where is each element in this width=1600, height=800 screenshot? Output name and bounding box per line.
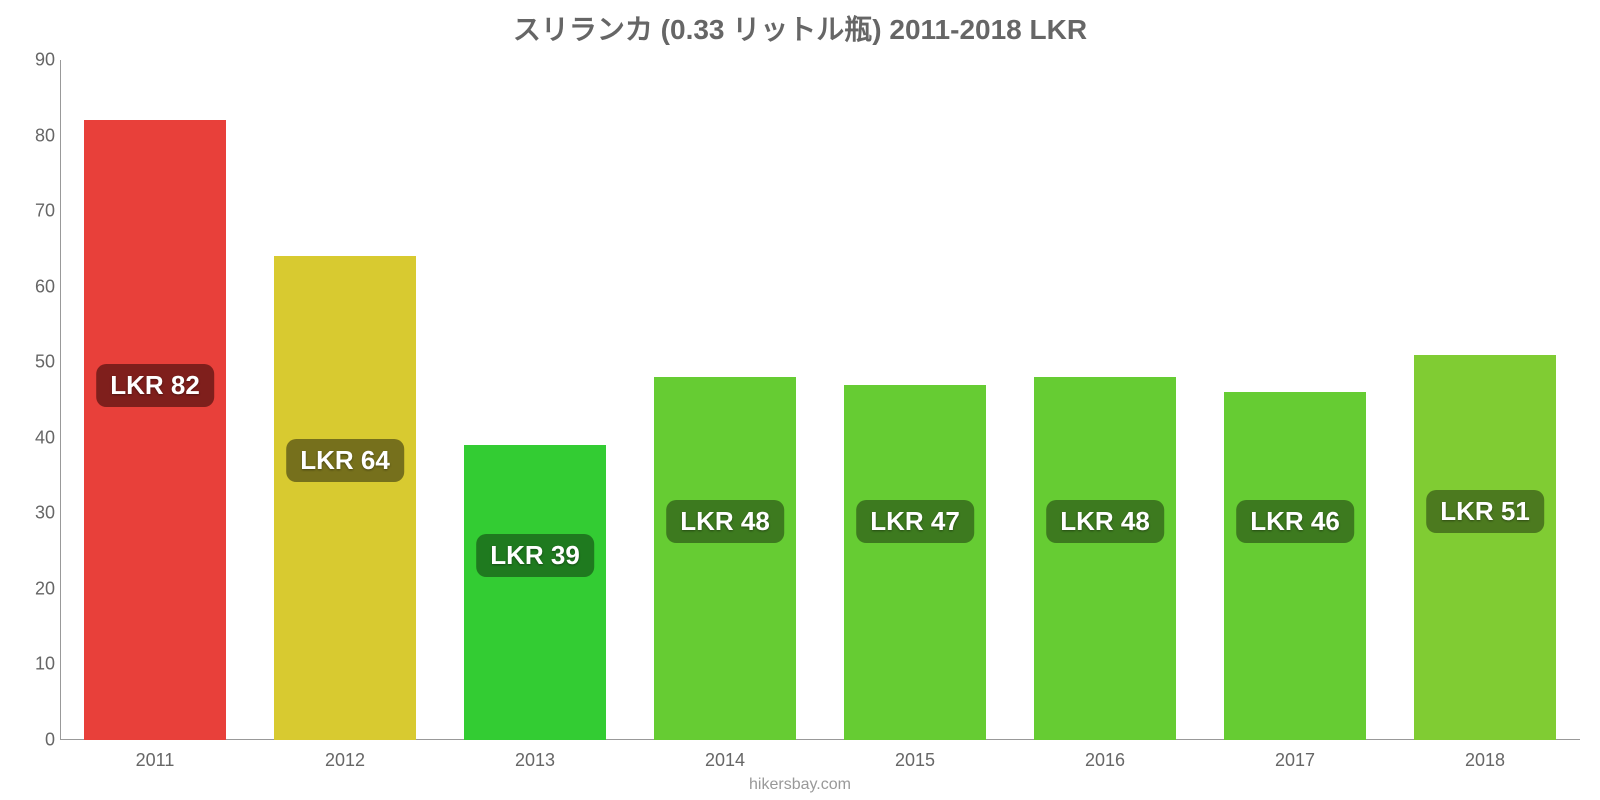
- y-axis-line: [60, 60, 61, 740]
- bar-value-label: LKR 47: [856, 500, 974, 543]
- y-tick-label: 90: [15, 50, 55, 71]
- bar: LKR 51: [1414, 355, 1557, 740]
- bar-value-label: LKR 48: [1046, 500, 1164, 543]
- price-chart: スリランカ (0.33 リットル瓶) 2011-2018 LKR 0102030…: [0, 0, 1600, 800]
- bar-value-label: LKR 48: [666, 500, 784, 543]
- bar: LKR 48: [654, 377, 797, 740]
- bar-value-label: LKR 82: [96, 364, 214, 407]
- x-tick-label: 2011: [136, 750, 175, 771]
- y-tick-label: 20: [15, 578, 55, 599]
- x-tick-label: 2017: [1275, 750, 1315, 771]
- x-tick-label: 2015: [895, 750, 935, 771]
- bar-value-label: LKR 64: [286, 439, 404, 482]
- bar-value-label: LKR 46: [1236, 500, 1354, 543]
- x-tick-label: 2014: [705, 750, 745, 771]
- bar: LKR 39: [464, 445, 607, 740]
- bar: LKR 46: [1224, 392, 1367, 740]
- bar: LKR 64: [274, 256, 417, 740]
- plot-area: 0102030405060708090LKR 822011LKR 642012L…: [60, 60, 1580, 740]
- bar: LKR 82: [84, 120, 227, 740]
- bar-value-label: LKR 51: [1426, 490, 1544, 533]
- chart-title: スリランカ (0.33 リットル瓶) 2011-2018 LKR: [0, 8, 1600, 48]
- x-tick-label: 2013: [515, 750, 555, 771]
- bar: LKR 48: [1034, 377, 1177, 740]
- bar-value-label: LKR 39: [476, 534, 594, 577]
- y-tick-label: 80: [15, 125, 55, 146]
- y-tick-label: 60: [15, 276, 55, 297]
- x-tick-label: 2012: [325, 750, 365, 771]
- y-tick-label: 30: [15, 503, 55, 524]
- y-tick-label: 40: [15, 427, 55, 448]
- x-tick-label: 2018: [1465, 750, 1505, 771]
- y-tick-label: 70: [15, 201, 55, 222]
- y-tick-label: 50: [15, 352, 55, 373]
- x-tick-label: 2016: [1085, 750, 1125, 771]
- y-tick-label: 10: [15, 654, 55, 675]
- y-tick-label: 0: [15, 730, 55, 751]
- bar: LKR 47: [844, 385, 987, 740]
- attribution: hikersbay.com: [0, 776, 1600, 794]
